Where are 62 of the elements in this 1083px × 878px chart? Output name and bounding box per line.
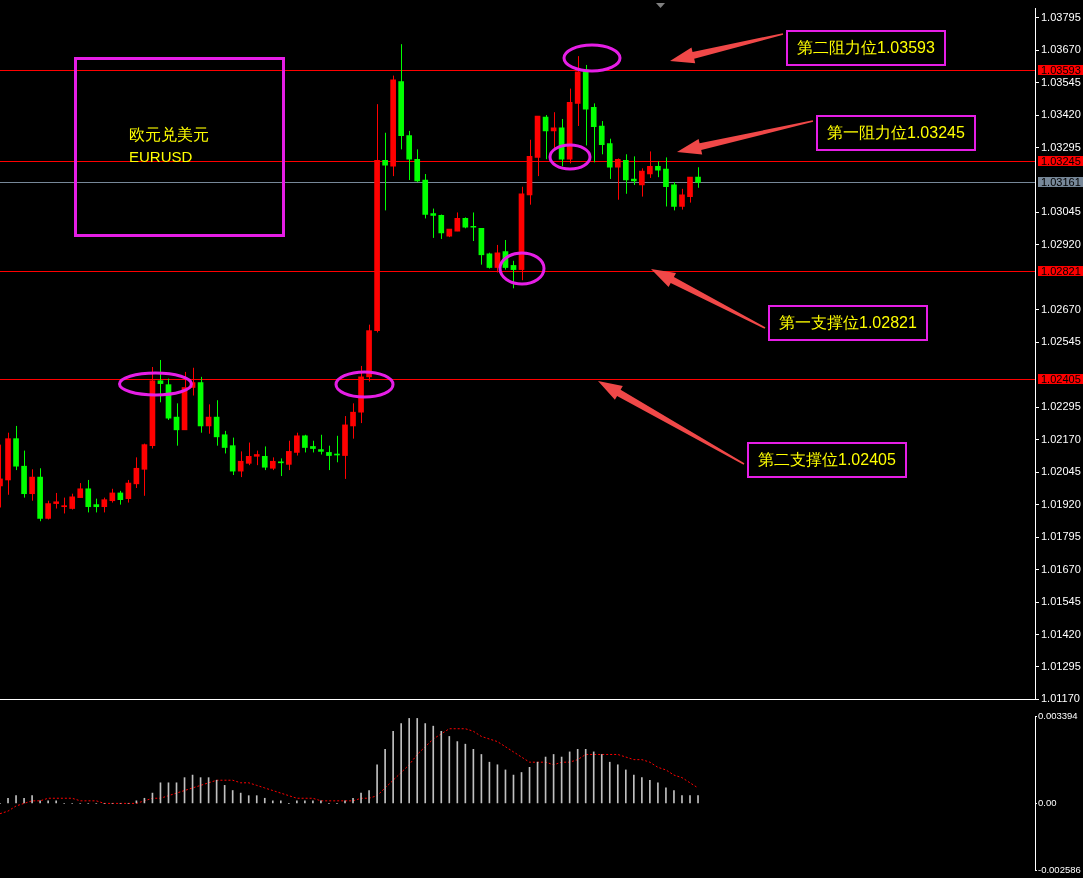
candlestick (261, 445, 268, 471)
candlestick (286, 440, 292, 471)
y-tick-label: 1.03545 (1041, 75, 1081, 88)
candlestick (663, 156, 669, 207)
y-tick-label: 1.01920 (1041, 497, 1081, 510)
candlestick (318, 434, 324, 455)
candlestick (695, 166, 701, 189)
y-tick-label: 1.02920 (1041, 237, 1081, 250)
y-tick-label: 1.02170 (1041, 432, 1081, 445)
y-tick-label: -0.002586 (1038, 863, 1081, 875)
candlestick (382, 132, 388, 211)
annotation: 第二支撑位1.02405 (747, 442, 907, 478)
y-tick-label: 1.02670 (1041, 302, 1081, 315)
candlestick (221, 430, 228, 454)
candlestick (29, 468, 35, 502)
y-tick-label: 1.01420 (1041, 627, 1081, 640)
candlestick (438, 214, 445, 240)
y-tick-label: 0.00 (1038, 797, 1057, 809)
ref-line-label: 1.03161 (1041, 175, 1081, 188)
annotation: 第一阻力位1.03245 (816, 115, 976, 151)
candlestick (245, 442, 252, 466)
text: EURUSD (129, 147, 194, 167)
y-tick-label: 1.01170 (1041, 692, 1080, 705)
candlestick (294, 432, 300, 457)
y-tick-label: 1.01545 (1041, 595, 1081, 608)
annotation: 第一支撑位1.02821 (768, 305, 928, 341)
y-tick-label: 1.03670 (1041, 43, 1081, 56)
y-tick-label: 1.01295 (1041, 659, 1081, 672)
candlestick (326, 445, 332, 471)
candlestick (350, 402, 356, 440)
ref-line-label: 1.03245 (1041, 154, 1081, 167)
candlestick (414, 148, 421, 183)
candlestick (430, 208, 437, 239)
candlestick (510, 260, 517, 289)
y-tick-label: 1.01670 (1041, 562, 1081, 575)
y-tick-label: 0.003394 (1038, 709, 1078, 721)
y-tick-label: 1.03795 (1041, 10, 1081, 23)
candlestick (671, 181, 677, 211)
y-tick-label: 1.02295 (1041, 400, 1081, 413)
candlestick (237, 450, 244, 478)
candlestick (687, 176, 693, 204)
ref-line-label: 1.02821 (1041, 264, 1081, 277)
line-series (0, 728, 699, 815)
text: 欧元兑美元 (129, 125, 210, 145)
candlestick (679, 188, 685, 211)
candlestick (590, 102, 597, 163)
candlestick (550, 111, 557, 151)
y-tick-label: 1.01795 (1041, 530, 1081, 543)
annotation: 第二阻力位1.03593 (786, 30, 946, 66)
candlestick (639, 167, 645, 198)
y-tick-label: 1.03420 (1041, 108, 1081, 121)
candlestick (622, 153, 629, 195)
candlestick (85, 479, 92, 513)
y-tick-label: 1.02045 (1041, 465, 1081, 478)
candlestick (598, 120, 605, 155)
ref-line-label: 1.02405 (1041, 372, 1081, 385)
ref-line-label: 1.03593 (1041, 63, 1081, 76)
y-tick-label: 1.02545 (1041, 335, 1081, 348)
candlestick (157, 359, 164, 403)
y-tick-label: 1.03295 (1041, 140, 1081, 153)
y-tick-label: 1.03045 (1041, 205, 1081, 218)
candlestick (470, 211, 477, 242)
